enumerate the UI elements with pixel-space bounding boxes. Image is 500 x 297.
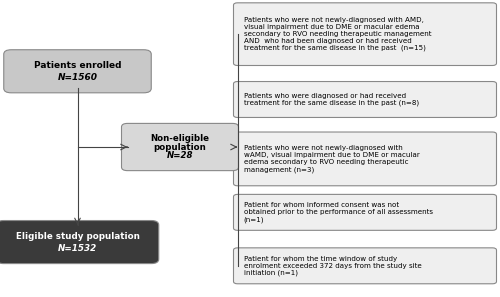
FancyBboxPatch shape	[4, 50, 152, 93]
FancyBboxPatch shape	[234, 3, 496, 66]
Text: population: population	[154, 143, 206, 151]
Text: Patient for whom informed consent was not
obtained prior to the performance of a: Patient for whom informed consent was no…	[244, 202, 432, 223]
Text: Patients enrolled: Patients enrolled	[34, 61, 121, 70]
Text: Patients who were not newly-diagnosed with AMD,
visual impairment due to DME or : Patients who were not newly-diagnosed wi…	[244, 17, 431, 51]
Text: N=28: N=28	[167, 151, 193, 160]
Text: Patient for whom the time window of study
enrolment exceeded 372 days from the s: Patient for whom the time window of stud…	[244, 255, 421, 276]
FancyBboxPatch shape	[122, 124, 238, 170]
Text: N=1532: N=1532	[58, 244, 97, 253]
FancyBboxPatch shape	[234, 132, 496, 186]
Text: N=1560: N=1560	[58, 73, 98, 82]
Text: Non-eligible: Non-eligible	[150, 134, 210, 143]
Text: Eligible study population: Eligible study population	[16, 232, 140, 241]
FancyBboxPatch shape	[234, 82, 496, 117]
Text: Patients who were not newly-diagnosed with
wAMD, visual impairment due to DME or: Patients who were not newly-diagnosed wi…	[244, 145, 420, 173]
FancyBboxPatch shape	[234, 195, 496, 230]
FancyBboxPatch shape	[0, 220, 158, 264]
Text: Patients who were diagnosed or had received
treatment for the same disease in th: Patients who were diagnosed or had recei…	[244, 93, 418, 106]
FancyBboxPatch shape	[234, 248, 496, 284]
